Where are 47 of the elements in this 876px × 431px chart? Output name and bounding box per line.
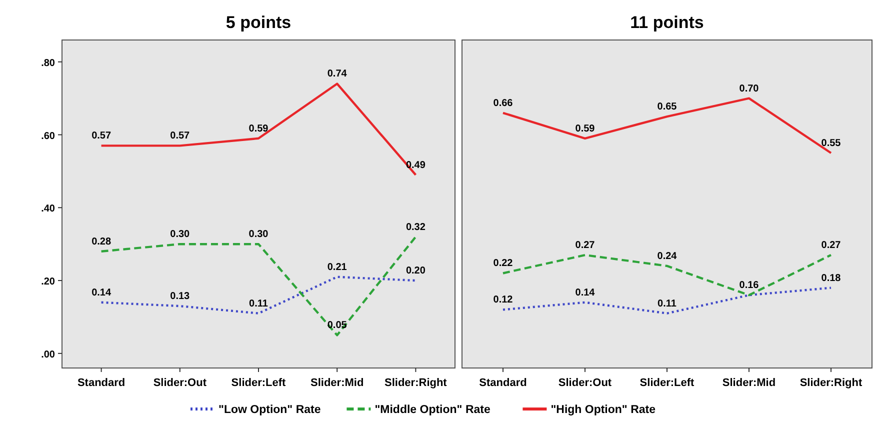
x-tick-label: Slider:Mid xyxy=(310,377,364,389)
x-tick-label: Standard xyxy=(479,377,527,389)
y-tick-label: .40 xyxy=(41,204,56,215)
data-label: 0.57 xyxy=(92,130,112,142)
y-tick-label: .20 xyxy=(41,276,56,288)
legend-label: "Low Option" Rate xyxy=(218,404,321,416)
x-tick-label: Slider:Out xyxy=(153,377,207,389)
data-label: 0.32 xyxy=(406,222,426,233)
data-label: 0.21 xyxy=(327,262,348,273)
data-label: 0.66 xyxy=(493,98,514,109)
data-label: 0.14 xyxy=(92,287,112,298)
x-tick-label: Slider:Out xyxy=(558,377,612,389)
chart-title: 5 points xyxy=(226,13,292,32)
x-tick-label: Standard xyxy=(77,377,126,389)
data-label: 0.14 xyxy=(575,287,596,298)
data-label: 0.18 xyxy=(821,272,842,284)
data-label: 0.11 xyxy=(249,298,268,310)
data-label: 0.13 xyxy=(170,291,190,302)
data-label: 0.30 xyxy=(170,229,190,240)
data-label: 0.30 xyxy=(248,229,269,240)
x-tick-label: Slider:Mid xyxy=(722,377,776,389)
data-label: 0.27 xyxy=(821,240,842,252)
y-tick-label: .60 xyxy=(41,130,56,142)
data-label: 0.20 xyxy=(406,266,426,277)
data-label: 0.55 xyxy=(821,138,842,149)
data-label: 0.57 xyxy=(170,130,190,142)
legend-label: "High Option" Rate xyxy=(550,404,656,416)
data-label: 0.70 xyxy=(739,83,760,94)
data-label: 0.65 xyxy=(657,102,678,113)
data-label: 0.12 xyxy=(493,294,514,306)
data-label: 0.11 xyxy=(658,298,677,310)
data-label: 0.24 xyxy=(657,250,678,262)
data-label: 0.16 xyxy=(739,280,760,292)
x-tick-label: Slider:Right xyxy=(800,377,862,389)
chart-title: 11 points xyxy=(630,13,704,32)
data-label: 0.27 xyxy=(575,240,596,252)
legend-label: "Middle Option" Rate xyxy=(374,404,490,416)
data-label: 0.74 xyxy=(327,68,348,80)
data-label: 0.59 xyxy=(575,123,596,134)
x-tick-label: Slider:Left xyxy=(231,377,286,389)
y-tick-label: .80 xyxy=(41,58,56,69)
data-label: 0.28 xyxy=(92,236,112,248)
x-tick-label: Slider:Right xyxy=(384,377,448,389)
y-tick-label: .00 xyxy=(41,349,56,360)
data-label: 0.59 xyxy=(248,123,269,134)
data-label: 0.22 xyxy=(493,258,514,270)
x-tick-label: Slider:Left xyxy=(640,377,695,389)
